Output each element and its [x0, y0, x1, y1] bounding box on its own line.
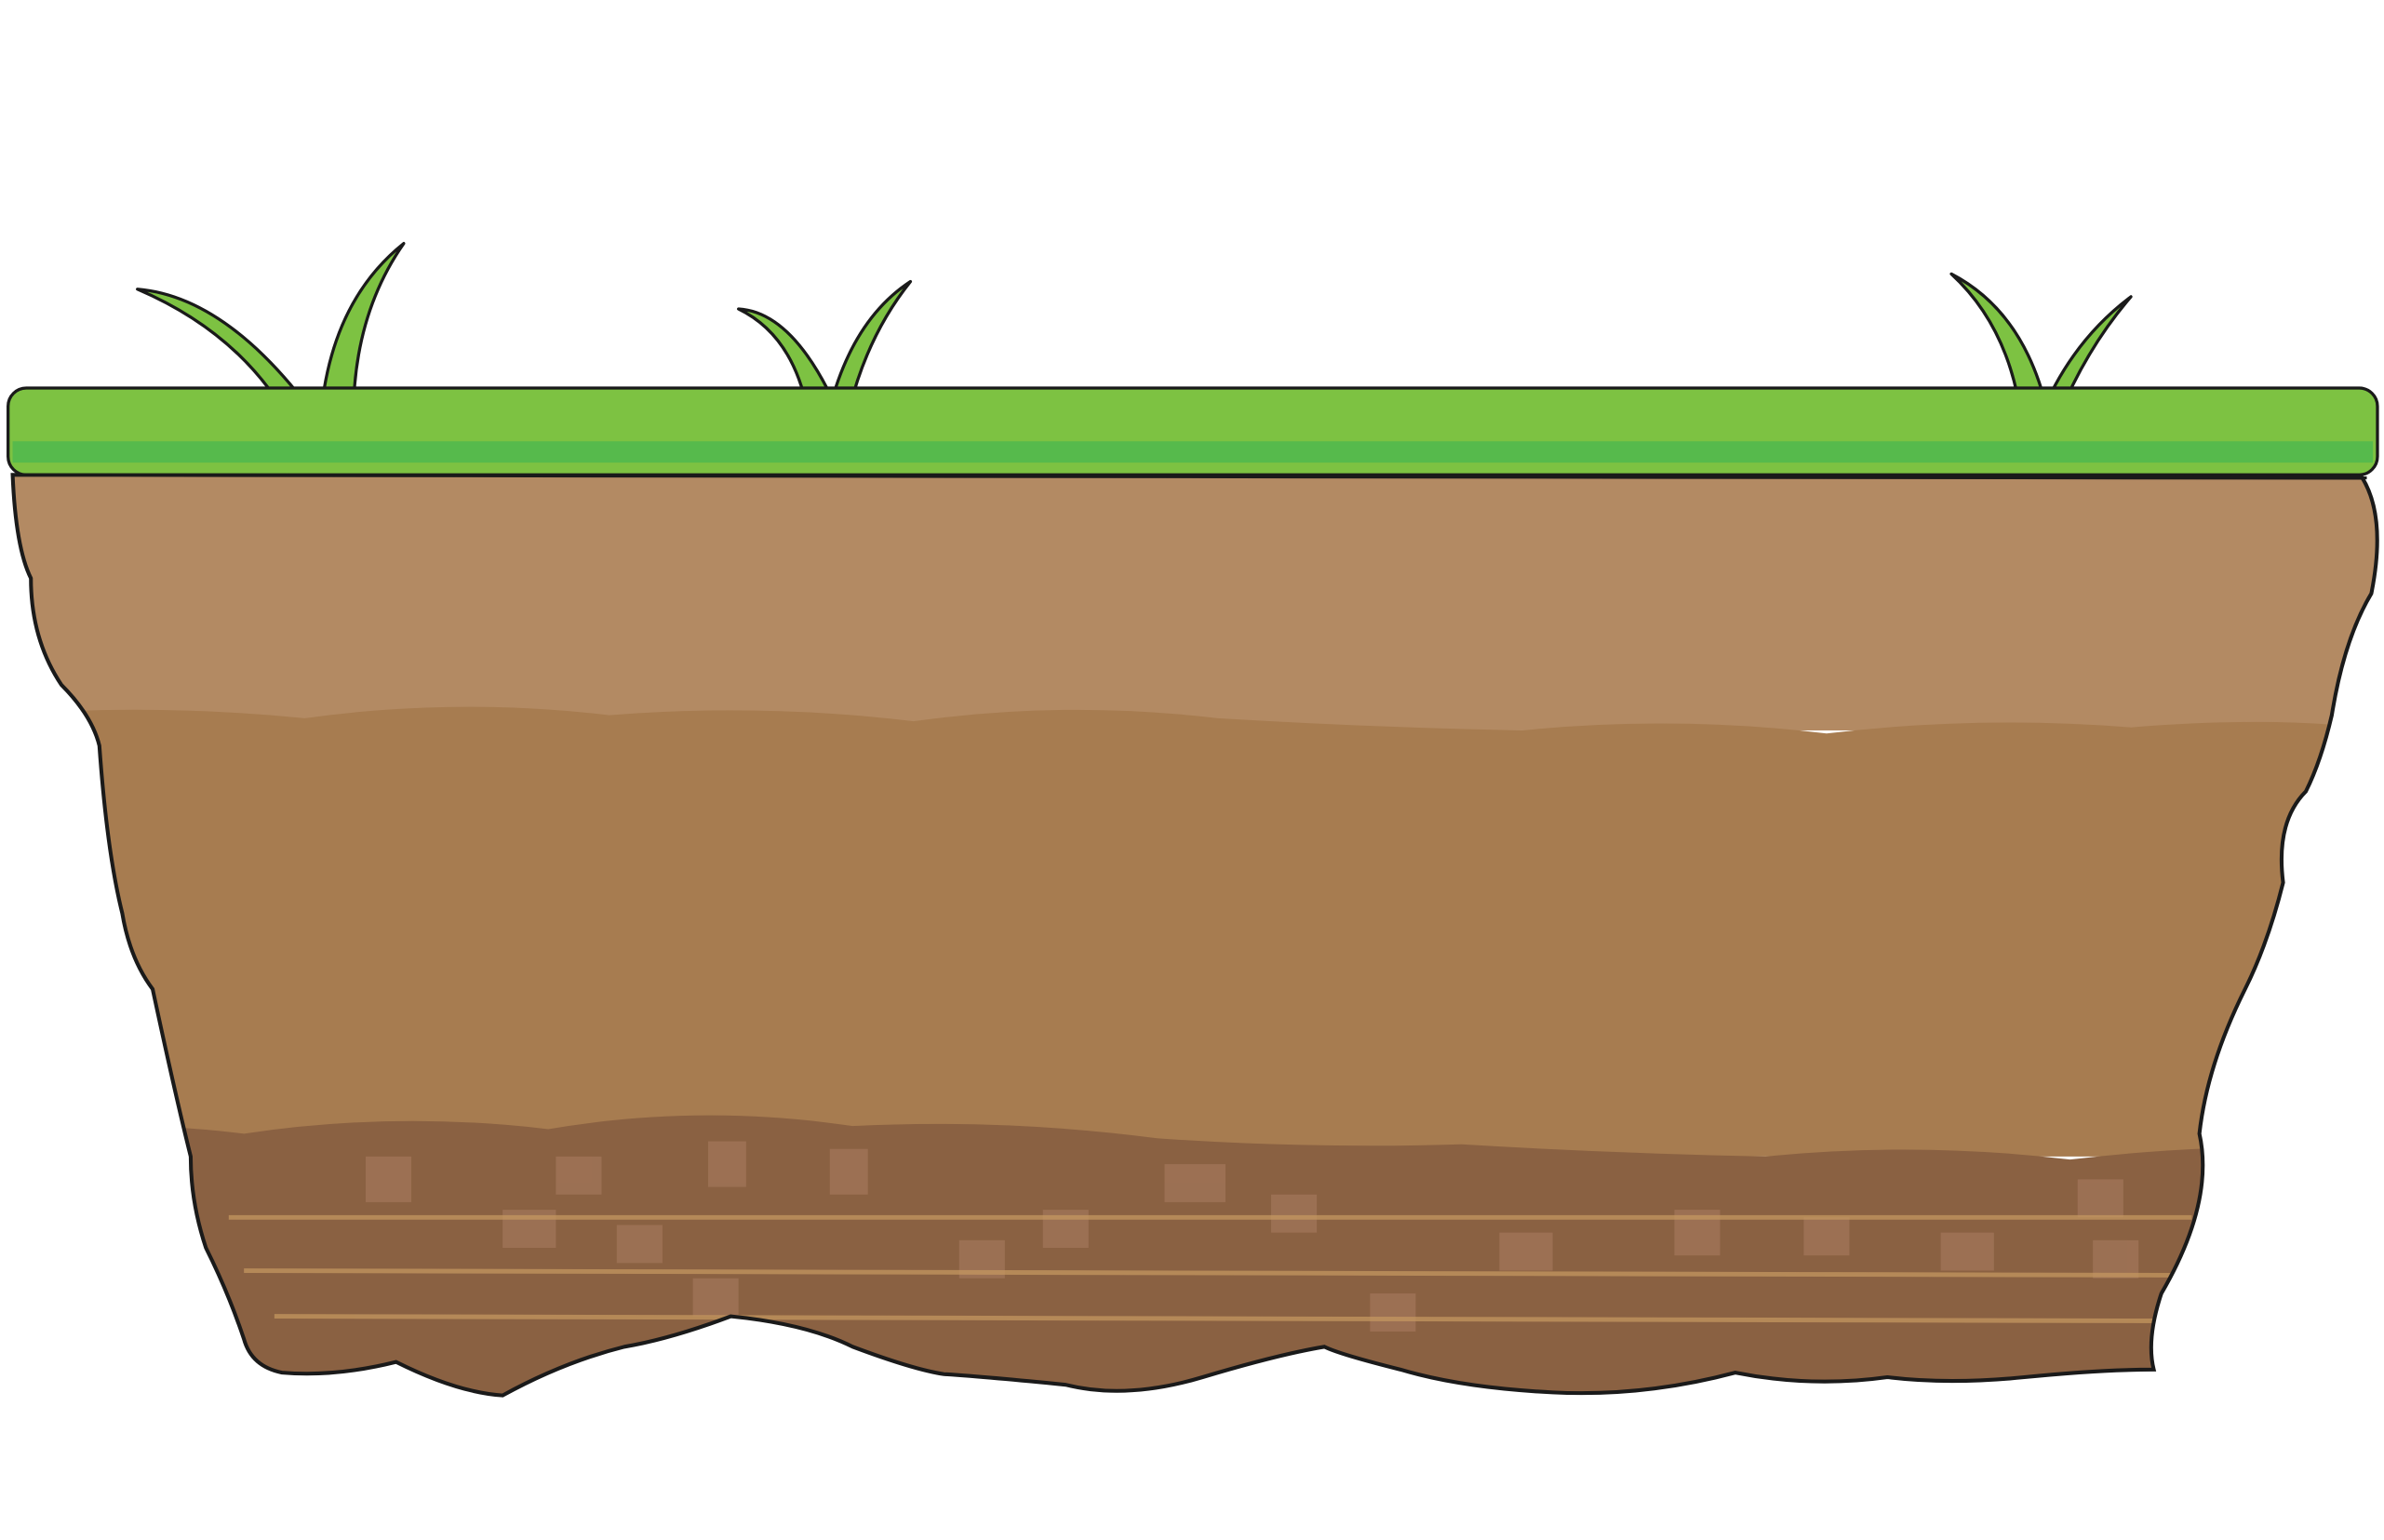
- grass-shade: [12, 441, 2374, 463]
- subsoil: [12, 706, 2377, 1157]
- topsoil: [12, 475, 2377, 730]
- grass-edge: [12, 473, 2367, 480]
- soil-layers: [12, 475, 2377, 1396]
- soil-outline: [10, 473, 2379, 1398]
- sediment-streaks: [228, 1214, 2192, 1323]
- bedrock-layer: [12, 1115, 2377, 1396]
